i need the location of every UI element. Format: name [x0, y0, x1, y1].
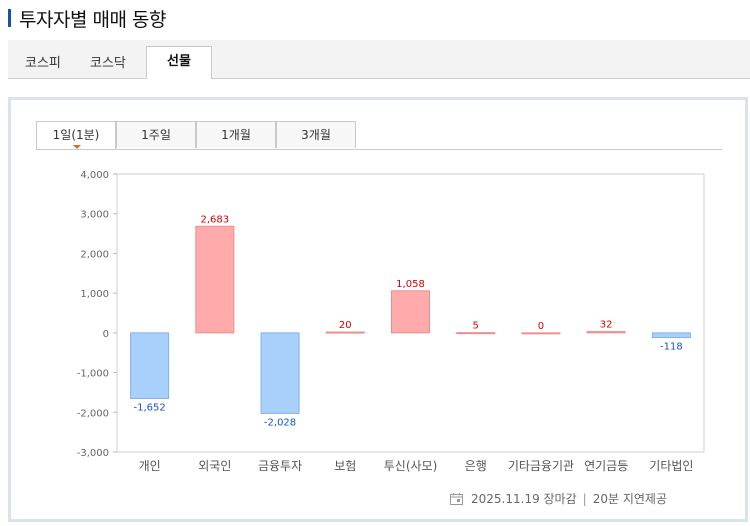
x-category-label: 투신(사모): [384, 459, 438, 473]
tab-period-1day-label: 1일(1분): [52, 128, 100, 142]
x-category-label: 금융투자: [258, 459, 302, 473]
x-axis: 개인 외국인 금융투자 보험 투신(사모) 은행 기타금융기관 연기금등 기타법인: [139, 458, 694, 473]
y-tick-label: 3,000: [80, 210, 109, 221]
update-timestamp: 2025.11.19 장마감: [471, 492, 577, 506]
bar-5[interactable]: [456, 332, 496, 335]
bar-2[interactable]: [260, 332, 300, 414]
x-category-label: 보험: [334, 459, 356, 473]
footer-separator: |: [582, 491, 587, 506]
data-label: 5: [473, 321, 479, 332]
data-label: -2,028: [264, 417, 296, 428]
tab-kosdaq[interactable]: 코스닥: [90, 56, 126, 71]
y-tick-label: 0: [103, 329, 109, 340]
page-title: 투자자별 매매 동향: [19, 8, 166, 31]
selected-tab-arrow-icon: [73, 145, 81, 149]
y-tick-label: 1,000: [80, 289, 109, 300]
bar-4[interactable]: [391, 290, 430, 334]
data-label: 1,058: [396, 279, 425, 290]
tab-period-1month[interactable]: 1개월: [196, 121, 276, 148]
title-accent-bar: [8, 9, 11, 27]
tab-futures[interactable]: 선물: [146, 46, 212, 79]
data-label: 20: [339, 320, 352, 331]
x-category-label: 기타법인: [649, 459, 693, 473]
y-tick-label: 2,000: [80, 249, 109, 260]
bar-8[interactable]: [651, 332, 691, 339]
x-category-label: 연기금등: [584, 459, 628, 473]
market-tab-strip: 코스피 코스닥 선물: [8, 40, 750, 79]
x-category-label: 개인: [139, 459, 161, 473]
y-tick-label: -3,000: [77, 448, 109, 459]
tab-kospi[interactable]: 코스피: [25, 56, 61, 71]
y-tick-label: 4,000: [80, 170, 109, 181]
chart-panel: [8, 97, 748, 522]
bar-0[interactable]: [130, 332, 170, 399]
tab-period-1week[interactable]: 1주일: [116, 121, 196, 148]
bar-6[interactable]: [521, 332, 561, 335]
period-tab-strip: 1일(1분) 1주일 1개월 3개월: [36, 121, 722, 150]
x-category-label: 기타금융기관: [508, 459, 574, 473]
y-tick-label: -2,000: [77, 408, 109, 419]
data-label: 2,683: [201, 214, 230, 225]
bar-1[interactable]: [195, 225, 235, 334]
chart-footer: 2025.11.19 장마감 | 20분 지연제공: [450, 490, 667, 507]
tab-period-3month[interactable]: 3개월: [276, 121, 356, 148]
bar-7[interactable]: [586, 331, 626, 334]
data-label: -118: [660, 342, 683, 353]
data-label: 32: [600, 320, 613, 331]
y-axis: 4,000 3,000 2,000 1,000 0 -1,000 -2,000 -3,000: [77, 170, 117, 459]
bar-3[interactable]: [325, 331, 365, 334]
bars-group: -1,652 2,683 -2,028 20 1,058 5 0 32 -118: [130, 214, 691, 428]
section-header: 투자자별 매매 동향: [8, 6, 166, 31]
delay-note: 20분 지연제공: [592, 492, 667, 506]
chart-plot-area: [116, 173, 705, 453]
calendar-icon: [450, 492, 463, 505]
x-category-label: 외국인: [198, 459, 231, 473]
data-label: 0: [538, 321, 544, 332]
tab-period-1day[interactable]: 1일(1분): [36, 121, 116, 149]
y-tick-label: -1,000: [77, 369, 109, 380]
data-label: -1,652: [133, 402, 165, 413]
x-category-label: 은행: [465, 458, 487, 473]
